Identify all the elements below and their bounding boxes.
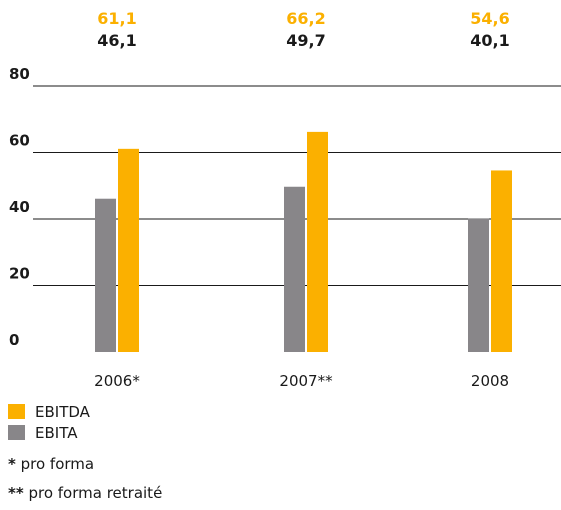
data-label-ebita-2: 40,1 — [470, 31, 509, 50]
data-label-ebitda-0: 61,1 — [97, 9, 136, 28]
bar-ebita-2 — [468, 218, 489, 352]
bar-ebitda-0 — [118, 148, 139, 352]
x-tick-label-0: 2006* — [94, 372, 140, 390]
data-label-ebita-1: 49,7 — [286, 31, 325, 50]
y-tick-label-0: 0 — [9, 331, 19, 349]
chart-legend: EBITDA EBITA — [8, 401, 90, 443]
bar-ebita-1 — [284, 186, 305, 352]
y-tick-label-20: 20 — [9, 265, 30, 283]
data-label-ebitda-2: 54,6 — [470, 9, 509, 28]
footnote-marker-2: ** — [8, 484, 24, 502]
x-tick-label-1: 2007** — [279, 372, 333, 390]
legend-item-ebita: EBITA — [8, 422, 90, 443]
footnote-pro-forma: * pro forma — [8, 455, 94, 473]
bar-ebitda-2 — [491, 170, 512, 352]
legend-swatch-ebitda — [8, 404, 25, 419]
legend-swatch-ebita — [8, 425, 25, 440]
footnote-text-2: pro forma retraité — [23, 484, 163, 502]
data-label-ebitda-1: 66,2 — [286, 9, 325, 28]
bar-ebitda-1 — [307, 131, 328, 352]
y-tick-label-80: 80 — [9, 65, 30, 83]
footnote-text-1: pro forma — [15, 455, 95, 473]
data-label-ebita-0: 46,1 — [97, 31, 136, 50]
y-tick-label-60: 60 — [9, 132, 30, 150]
x-tick-label-2: 2008 — [471, 372, 509, 390]
bar-ebita-0 — [95, 198, 116, 352]
legend-item-ebitda: EBITDA — [8, 401, 90, 422]
legend-label-ebitda: EBITDA — [35, 402, 90, 421]
footnote-pro-forma-retraite: ** pro forma retraité — [8, 484, 162, 502]
y-tick-label-40: 40 — [9, 198, 30, 216]
bar-chart: 0 20 40 60 80 2006* 61,1 46,1 2007** 66,2 49,7 2008… — [9, 9, 561, 390]
legend-label-ebita: EBITA — [35, 423, 78, 442]
footnote-marker-1: * — [8, 455, 16, 473]
